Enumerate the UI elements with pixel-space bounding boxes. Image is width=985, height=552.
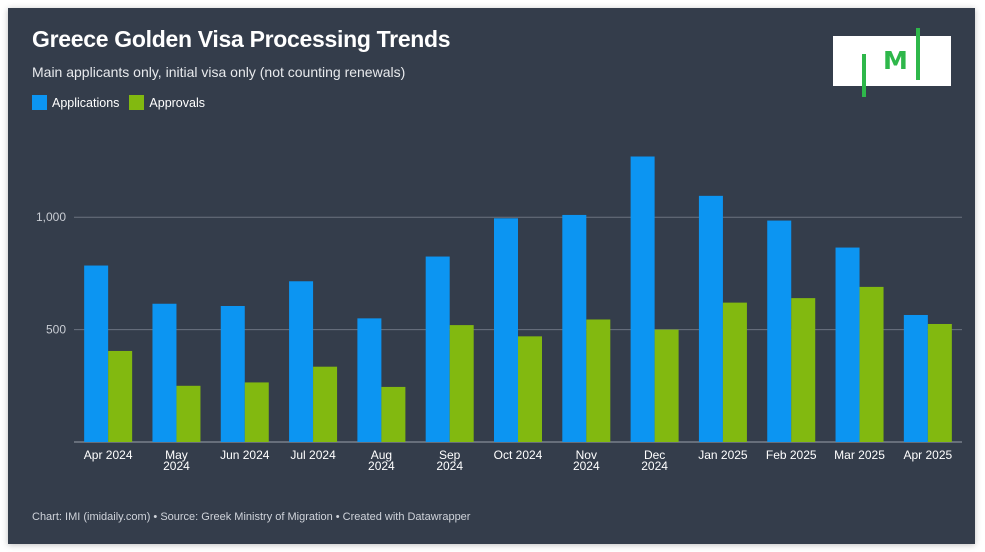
chart-title: Greece Golden Visa Processing Trends bbox=[32, 26, 451, 52]
chart-subtitle: Main applicants only, initial visa only … bbox=[32, 64, 406, 80]
chart-card: Greece Golden Visa Processing Trends Mai… bbox=[8, 8, 975, 544]
x-tick-label: Jan 2025 bbox=[698, 448, 748, 462]
legend-item-applications: Applications bbox=[32, 95, 119, 110]
bar-applications bbox=[630, 156, 655, 442]
bar-applications bbox=[562, 214, 587, 442]
x-tick-label: Jun 2024 bbox=[220, 448, 270, 462]
logo-bar-right bbox=[916, 28, 920, 80]
bar-approvals bbox=[859, 286, 884, 442]
bar-applications bbox=[903, 314, 928, 442]
chart-legend: Applications Approvals bbox=[32, 95, 215, 110]
bar-approvals bbox=[586, 319, 611, 442]
bar-applications bbox=[289, 281, 314, 442]
logo-letter: M bbox=[883, 46, 908, 75]
bar-applications bbox=[767, 220, 792, 442]
x-tick-label: Nov bbox=[576, 448, 597, 462]
x-tick-label: Aug bbox=[371, 448, 392, 462]
bar-applications bbox=[152, 303, 177, 442]
y-tick-label: 1,000 bbox=[36, 210, 66, 224]
bar-approvals bbox=[518, 336, 542, 442]
x-tick-label: Jul 2024 bbox=[290, 448, 336, 462]
bar-approvals bbox=[108, 350, 133, 442]
x-tick-label: Dec bbox=[644, 448, 665, 462]
imi-logo: M bbox=[833, 28, 951, 97]
chart-footer: Chart: IMI (imidaily.com) • Source: Gree… bbox=[32, 511, 471, 523]
legend-item-approvals: Approvals bbox=[129, 95, 205, 110]
bar-approvals bbox=[791, 298, 816, 442]
x-tick-label: Feb 2025 bbox=[766, 448, 817, 462]
bar-approvals bbox=[449, 325, 474, 442]
legend-swatch-approvals bbox=[129, 95, 145, 110]
bar-approvals bbox=[176, 385, 201, 442]
bar-approvals bbox=[244, 382, 269, 442]
bar-applications bbox=[494, 218, 518, 442]
bar-applications bbox=[835, 247, 860, 442]
logo-bar-left bbox=[862, 54, 866, 97]
y-tick-label: 500 bbox=[46, 323, 66, 337]
bar-approvals bbox=[927, 323, 952, 442]
bar-applications bbox=[220, 305, 245, 442]
x-tick-label: Oct 2024 bbox=[494, 448, 543, 462]
x-tick-label: Apr 2025 bbox=[903, 448, 952, 462]
legend-swatch-applications bbox=[32, 95, 47, 110]
legend-label-applications: Applications bbox=[52, 95, 120, 110]
bar-applications bbox=[84, 265, 109, 442]
bar-approvals bbox=[381, 386, 406, 442]
bar-applications bbox=[698, 195, 723, 442]
x-tick-label: 2024 bbox=[436, 459, 463, 473]
bar-approvals bbox=[722, 302, 747, 442]
x-tick-label: 2024 bbox=[368, 459, 395, 473]
x-tick-label: May bbox=[165, 448, 188, 462]
x-tick-label: 2024 bbox=[163, 459, 190, 473]
x-tick-label: 2024 bbox=[573, 459, 600, 473]
x-tick-label: Sep bbox=[439, 448, 461, 462]
x-tick-label: 2024 bbox=[641, 459, 668, 473]
x-tick-label: Apr 2024 bbox=[84, 448, 133, 462]
bar-approvals bbox=[654, 329, 679, 442]
bar-applications bbox=[425, 256, 450, 442]
bar-applications bbox=[357, 318, 382, 442]
bar-approvals bbox=[313, 366, 338, 442]
legend-label-approvals: Approvals bbox=[149, 95, 205, 110]
x-tick-label: Mar 2025 bbox=[834, 448, 885, 462]
